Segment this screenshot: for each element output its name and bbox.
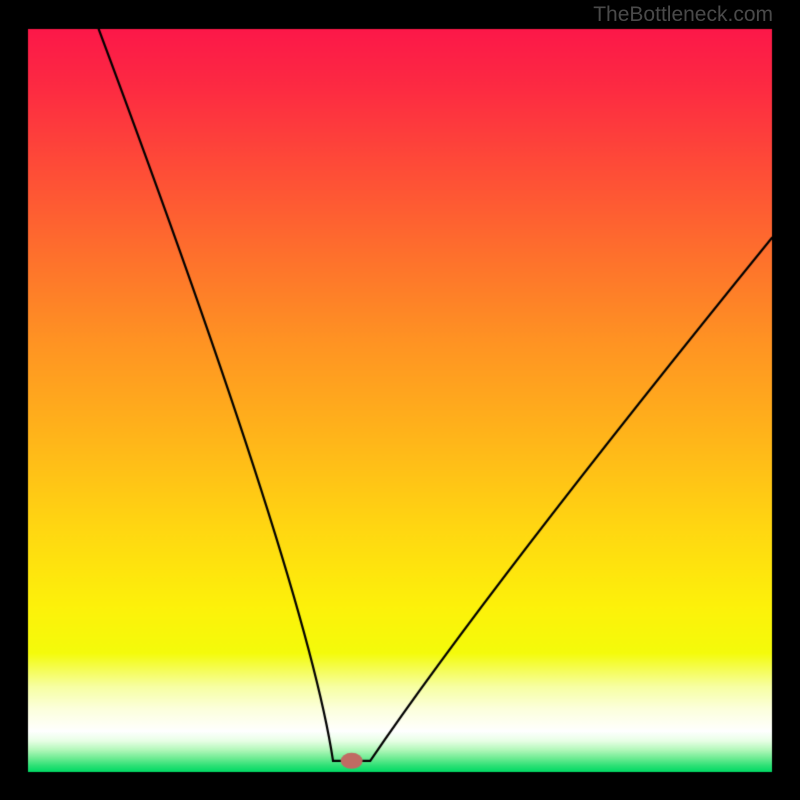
watermark-text: TheBottleneck.com [593, 3, 773, 27]
bottleneck-chart [0, 0, 800, 800]
